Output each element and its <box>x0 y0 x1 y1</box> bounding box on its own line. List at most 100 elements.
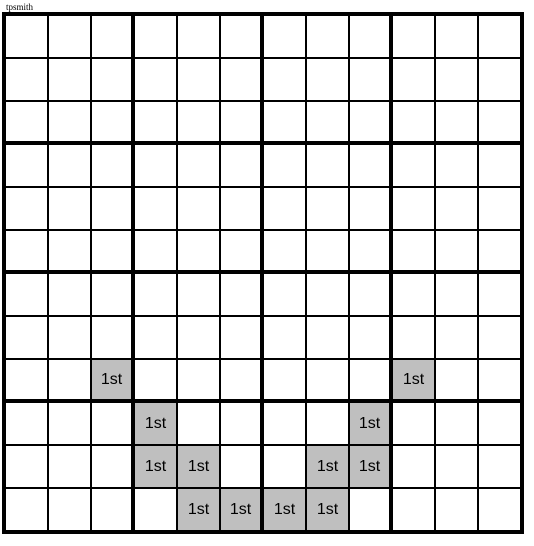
grid-cell <box>134 15 177 58</box>
grid-cell <box>220 316 263 359</box>
grid-cell <box>5 144 48 187</box>
grid-cell <box>177 273 220 316</box>
grid-cell <box>349 230 392 273</box>
grid-cell <box>220 273 263 316</box>
grid-cell <box>478 488 521 531</box>
grid-cell <box>478 15 521 58</box>
grid-cell <box>435 402 478 445</box>
grid-cell <box>48 101 91 144</box>
grid-cell <box>349 488 392 531</box>
grid-cell: 1st <box>349 445 392 488</box>
grid-row <box>5 230 521 273</box>
grid-cell: 1st <box>134 402 177 445</box>
grid-cell <box>392 15 435 58</box>
grid-cell <box>478 101 521 144</box>
grid-cell <box>177 58 220 101</box>
grid-cell <box>5 273 48 316</box>
grid-cell <box>435 445 478 488</box>
grid-cell <box>91 488 134 531</box>
grid-cell <box>263 187 306 230</box>
grid-cell <box>349 144 392 187</box>
grid-cell <box>306 316 349 359</box>
grid-cell <box>91 187 134 230</box>
grid-cell <box>392 273 435 316</box>
grid-row: 1st1st1st1st <box>5 445 521 488</box>
grid-cell <box>392 58 435 101</box>
grid-cell <box>263 15 306 58</box>
grid-cell: 1st <box>306 445 349 488</box>
grid-cell <box>349 359 392 402</box>
grid-cell <box>392 144 435 187</box>
grid-cell: 1st <box>392 359 435 402</box>
grid-row <box>5 316 521 359</box>
grid-cell <box>5 445 48 488</box>
grid-cell <box>263 58 306 101</box>
grid-cell <box>177 316 220 359</box>
grid-row <box>5 273 521 316</box>
grid-cell <box>392 316 435 359</box>
grid-cell <box>177 230 220 273</box>
grid-cell <box>435 15 478 58</box>
grid-cell <box>220 402 263 445</box>
grid-row: 1st 1st <box>5 359 521 402</box>
grid-cell <box>220 445 263 488</box>
grid-cell <box>392 101 435 144</box>
grid-cell <box>48 445 91 488</box>
grid-cell <box>263 359 306 402</box>
grid-cell <box>48 273 91 316</box>
grid-cell <box>177 144 220 187</box>
grid-cell <box>263 316 306 359</box>
grid-cell <box>134 230 177 273</box>
grid-cell <box>263 230 306 273</box>
grid-cell <box>91 445 134 488</box>
grid-cell: 1st <box>91 359 134 402</box>
grid-cell <box>91 230 134 273</box>
grid-cell <box>392 230 435 273</box>
grid-cell <box>435 187 478 230</box>
grid-cell <box>349 187 392 230</box>
grid-cell <box>349 58 392 101</box>
grid-cell <box>220 58 263 101</box>
grid-cell <box>263 273 306 316</box>
grid-cell <box>5 58 48 101</box>
grid-cell <box>134 359 177 402</box>
grid-cell <box>48 144 91 187</box>
grid-cell <box>435 488 478 531</box>
grid-cell <box>306 144 349 187</box>
grid-cell <box>306 273 349 316</box>
grid-cell <box>349 101 392 144</box>
grid-cell <box>48 359 91 402</box>
grid-cell <box>134 101 177 144</box>
grid-cell <box>306 230 349 273</box>
grid-cell <box>263 445 306 488</box>
grid-cell <box>5 316 48 359</box>
grid-cell <box>177 187 220 230</box>
grid-cell <box>134 144 177 187</box>
grid-cell <box>478 316 521 359</box>
grid-cell <box>220 187 263 230</box>
grid-cell <box>134 187 177 230</box>
grid-cell: 1st <box>263 488 306 531</box>
grid-cell <box>5 488 48 531</box>
grid-cell: 1st <box>349 402 392 445</box>
grid-cell <box>306 402 349 445</box>
grid-cell <box>478 58 521 101</box>
grid-cell <box>48 187 91 230</box>
grid-cell <box>306 15 349 58</box>
grid-cell: 1st <box>177 488 220 531</box>
grid-cell <box>392 488 435 531</box>
grid-cell <box>306 359 349 402</box>
grid-cell <box>48 230 91 273</box>
grid-cell <box>134 58 177 101</box>
grid-cell <box>263 144 306 187</box>
grid-row <box>5 187 521 230</box>
grid-cell <box>263 402 306 445</box>
grid-cell <box>48 15 91 58</box>
grid-cell <box>306 58 349 101</box>
grid-cell <box>435 58 478 101</box>
grid-cell: 1st <box>177 445 220 488</box>
grid-cell <box>91 273 134 316</box>
grid-cell <box>5 230 48 273</box>
grid-cell <box>435 359 478 402</box>
grid-cell <box>392 445 435 488</box>
